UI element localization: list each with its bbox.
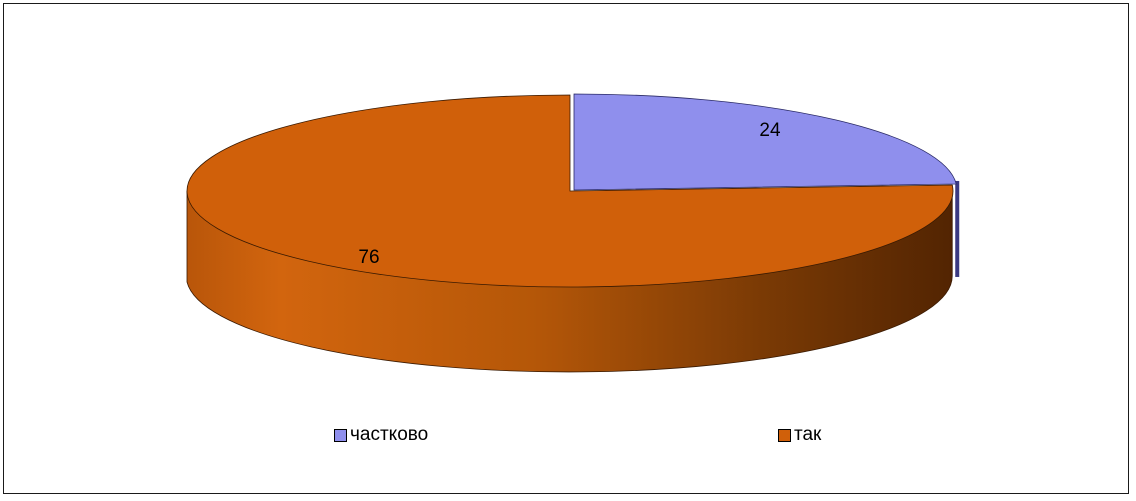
legend-item-tak: так: [778, 424, 821, 446]
pie-slice-tak: [186, 94, 954, 288]
legend-swatch-chastkovo: [334, 428, 347, 442]
legend-swatch-tak: [778, 428, 791, 442]
legend-item-chastkovo: частково: [334, 424, 428, 446]
data-label-tak: 76: [358, 247, 379, 268]
pie-slice-chastkovo: [573, 93, 957, 191]
legend-label-chastkovo: частково: [350, 424, 429, 445]
legend-label-tak: так: [794, 424, 822, 445]
pie-slice-side-chastkovo: [955, 180, 960, 277]
data-label-chastkovo: 24: [759, 120, 781, 141]
